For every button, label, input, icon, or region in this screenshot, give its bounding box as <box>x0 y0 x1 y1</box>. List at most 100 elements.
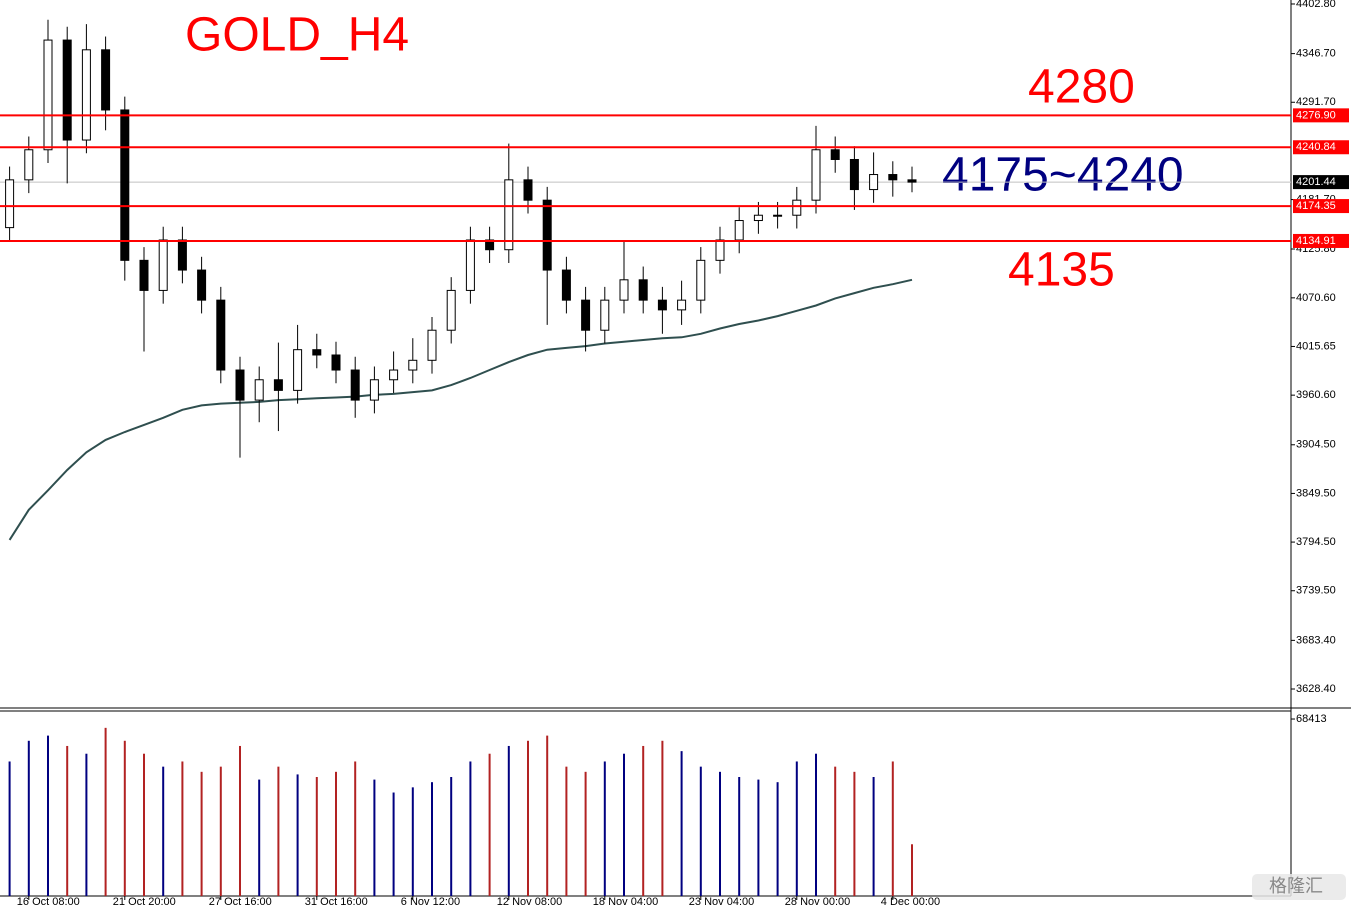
candle-body <box>350 369 360 401</box>
volume-bar <box>411 787 414 896</box>
candle-body <box>120 109 130 261</box>
volume-bar <box>680 751 683 896</box>
y-tick-label: 3960.60 <box>1296 389 1336 401</box>
y-tick-label: 3739.50 <box>1296 585 1336 597</box>
candle-body <box>792 199 802 216</box>
watermark: 格隆汇 <box>1269 876 1323 896</box>
candle-body <box>273 379 283 391</box>
volume-bar <box>258 779 261 896</box>
candle-body <box>638 279 648 301</box>
candle-body <box>177 239 187 271</box>
candle-body <box>81 49 91 141</box>
candle-body <box>43 39 53 151</box>
volume-bar <box>699 766 702 896</box>
volume-bar <box>335 771 337 896</box>
x-tick-label: 16 Oct 08:00 <box>17 896 80 907</box>
candle-body <box>657 299 667 311</box>
volume-bar <box>488 753 491 896</box>
volume-bar <box>469 761 472 896</box>
volume-bar <box>623 753 625 896</box>
level-label: 4174.35 <box>1296 200 1336 212</box>
candle-body <box>830 149 840 160</box>
watermark-box <box>1252 874 1346 900</box>
y-tick-label: 4015.65 <box>1296 340 1336 352</box>
candle-body <box>197 269 207 301</box>
x-tick-label: 28 Nov 00:00 <box>785 896 850 907</box>
y-tick-label: 4346.70 <box>1296 48 1336 60</box>
volume-bar <box>315 777 318 896</box>
candle-body <box>811 149 821 201</box>
volume-bar <box>565 766 568 896</box>
volume-bar <box>834 766 837 896</box>
candle-body <box>677 299 687 311</box>
volume-bar <box>661 740 664 896</box>
candle-body <box>696 259 706 301</box>
annotation: 4175~4240 <box>942 149 1184 202</box>
x-tick-label: 21 Oct 20:00 <box>113 896 176 907</box>
volume-bar <box>392 792 395 896</box>
volume-bar <box>85 753 88 896</box>
x-tick-label: 18 Nov 04:00 <box>593 896 658 907</box>
volume-bar <box>795 761 798 896</box>
volume-bar <box>181 761 184 896</box>
volume-tick-label: 68413 <box>1296 713 1327 725</box>
volume-bar <box>872 777 875 896</box>
volume-bar <box>776 782 779 896</box>
candle-body <box>427 329 437 361</box>
volume-bar <box>507 745 510 896</box>
moving-average <box>8 278 913 541</box>
level-box <box>1293 108 1349 123</box>
candle-body <box>523 179 533 201</box>
volume-bar <box>47 735 49 896</box>
candle-body <box>369 379 379 401</box>
candle-body <box>619 279 629 301</box>
volume-bar <box>66 745 69 896</box>
x-tick-label: 23 Nov 04:00 <box>689 896 754 907</box>
y-tick-label: 4291.70 <box>1296 96 1336 108</box>
candle-body <box>465 239 475 291</box>
volume-bar <box>104 727 107 896</box>
volume-bar <box>853 771 856 896</box>
candle-body <box>139 259 149 291</box>
y-tick-label: 3849.50 <box>1296 487 1336 499</box>
candle-body <box>753 214 763 222</box>
candle-body <box>254 379 264 401</box>
level-label: 4134.91 <box>1296 235 1336 247</box>
candle-body <box>734 220 744 241</box>
volume-bar <box>123 740 126 896</box>
volume-bar <box>738 777 741 896</box>
volume-bar <box>27 740 30 896</box>
volume-bar <box>719 771 721 896</box>
candle-body <box>408 359 418 371</box>
candle-body <box>312 349 322 356</box>
candle-body <box>542 199 552 271</box>
volume-bar <box>200 771 203 896</box>
level-box <box>1293 233 1349 248</box>
volume-bar <box>642 745 645 896</box>
volume-bar <box>373 779 376 896</box>
volume-bar <box>162 766 165 896</box>
y-tick-label: 3628.40 <box>1296 683 1336 695</box>
candle-body <box>293 349 303 391</box>
current-price-label: 4201.44 <box>1296 176 1336 188</box>
candle-body <box>331 354 341 371</box>
volume-bar <box>143 753 145 896</box>
volume-bar <box>757 779 760 896</box>
volume-bar <box>603 761 606 896</box>
candle-body <box>235 369 245 401</box>
volume-bar <box>8 761 11 896</box>
candle-body <box>216 299 226 371</box>
candle-body <box>773 214 783 217</box>
volume-bar <box>277 766 280 896</box>
candle-body <box>849 158 859 191</box>
volume-bar <box>546 735 549 896</box>
y-tick-label: 4070.60 <box>1296 292 1336 304</box>
volume-bar <box>911 844 913 896</box>
y-tick-label: 3904.50 <box>1296 439 1336 451</box>
y-tick-label: 3794.50 <box>1296 536 1336 548</box>
volume-bar <box>815 753 817 896</box>
candle-body <box>5 179 15 229</box>
candle-body <box>446 289 456 331</box>
